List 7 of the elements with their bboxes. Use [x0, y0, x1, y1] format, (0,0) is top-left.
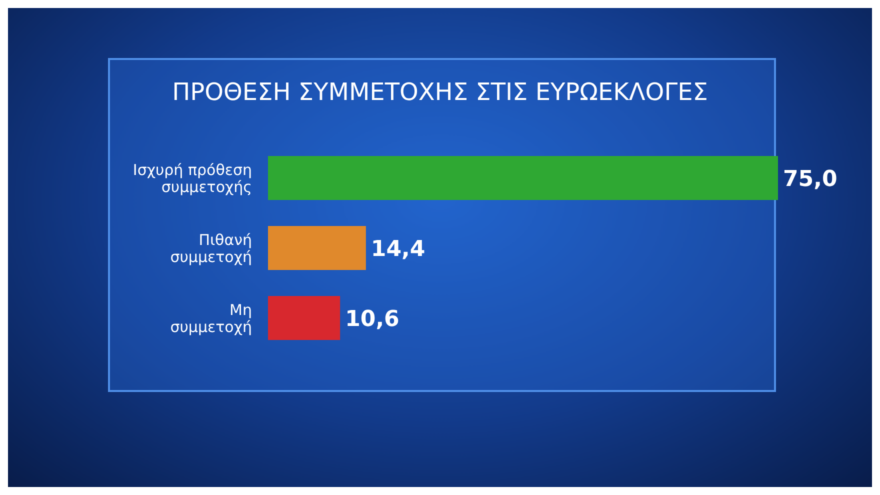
y-tick-label: Ισχυρή πρόθεση συμμετοχής — [132, 161, 252, 196]
y-tick-label: Πιθανή συμμετοχή — [170, 231, 252, 266]
y-tick-label: Μη συμμετοχή — [170, 301, 252, 336]
data-label: 75,0 — [783, 166, 838, 192]
data-label: 10,6 — [345, 306, 400, 332]
chart-title: ΠΡΟΘΕΣΗ ΣΥΜΜΕΤΟΧΗΣ ΣΤΙΣ ΕΥΡΩΕΚΛΟΓΕΣ — [171, 78, 709, 106]
data-label: 14,4 — [370, 236, 426, 262]
